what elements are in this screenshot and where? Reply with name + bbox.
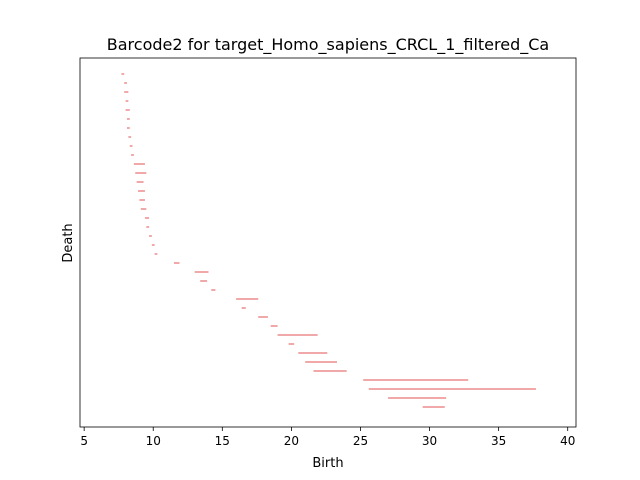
x-tick-label: 5 xyxy=(80,434,88,448)
x-tick-label: 15 xyxy=(215,434,230,448)
y-axis-label: Death xyxy=(61,223,76,262)
plot-frame xyxy=(79,57,577,428)
chart-title: Barcode2 for target_Homo_sapiens_CRCL_1_… xyxy=(107,35,549,55)
barcode-bars xyxy=(121,73,536,408)
x-tick-label: 30 xyxy=(422,434,437,448)
x-tick-label: 10 xyxy=(146,434,161,448)
x-tick-label: 40 xyxy=(560,434,575,448)
x-tick-label: 25 xyxy=(353,434,368,448)
plot-background xyxy=(80,58,576,427)
x-axis-label: Birth xyxy=(312,456,343,471)
x-tick-label: 20 xyxy=(284,434,299,448)
x-axis-ticks: 5 10 15 20 25 30 35 40 xyxy=(80,427,575,448)
x-tick-label: 35 xyxy=(491,434,506,448)
